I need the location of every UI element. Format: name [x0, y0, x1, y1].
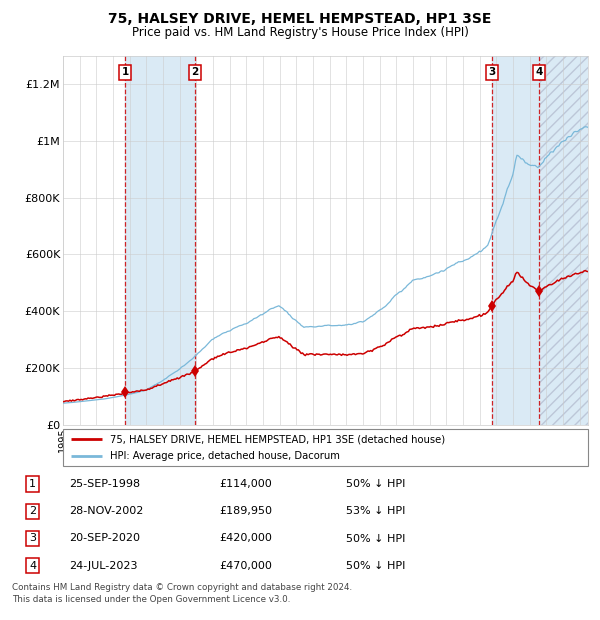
- Text: 1: 1: [29, 479, 36, 489]
- Text: HPI: Average price, detached house, Dacorum: HPI: Average price, detached house, Daco…: [110, 451, 340, 461]
- Text: 4: 4: [535, 68, 542, 78]
- Text: 4: 4: [29, 560, 36, 570]
- Text: 1: 1: [122, 68, 129, 78]
- Text: £470,000: £470,000: [220, 560, 272, 570]
- Text: This data is licensed under the Open Government Licence v3.0.: This data is licensed under the Open Gov…: [12, 595, 290, 604]
- Text: 3: 3: [488, 68, 495, 78]
- Text: 2: 2: [191, 68, 199, 78]
- FancyBboxPatch shape: [63, 429, 588, 466]
- Text: 3: 3: [29, 533, 36, 544]
- Text: 75, HALSEY DRIVE, HEMEL HEMPSTEAD, HP1 3SE: 75, HALSEY DRIVE, HEMEL HEMPSTEAD, HP1 3…: [109, 12, 491, 27]
- Text: 24-JUL-2023: 24-JUL-2023: [70, 560, 138, 570]
- Text: 53% ↓ HPI: 53% ↓ HPI: [346, 507, 406, 516]
- Text: Price paid vs. HM Land Registry's House Price Index (HPI): Price paid vs. HM Land Registry's House …: [131, 26, 469, 39]
- Text: 2: 2: [29, 507, 36, 516]
- Bar: [539, 56, 588, 425]
- Text: 28-NOV-2002: 28-NOV-2002: [70, 507, 144, 516]
- Text: 25-SEP-1998: 25-SEP-1998: [70, 479, 141, 489]
- Text: 20-SEP-2020: 20-SEP-2020: [70, 533, 140, 544]
- Bar: [125, 56, 195, 425]
- Text: 75, HALSEY DRIVE, HEMEL HEMPSTEAD, HP1 3SE (detached house): 75, HALSEY DRIVE, HEMEL HEMPSTEAD, HP1 3…: [110, 434, 445, 444]
- Text: 50% ↓ HPI: 50% ↓ HPI: [346, 479, 406, 489]
- Text: £189,950: £189,950: [220, 507, 272, 516]
- Text: £420,000: £420,000: [220, 533, 272, 544]
- Text: 50% ↓ HPI: 50% ↓ HPI: [346, 533, 406, 544]
- Bar: [491, 56, 588, 425]
- Text: £114,000: £114,000: [220, 479, 272, 489]
- Text: Contains HM Land Registry data © Crown copyright and database right 2024.: Contains HM Land Registry data © Crown c…: [12, 583, 352, 592]
- Text: 50% ↓ HPI: 50% ↓ HPI: [346, 560, 406, 570]
